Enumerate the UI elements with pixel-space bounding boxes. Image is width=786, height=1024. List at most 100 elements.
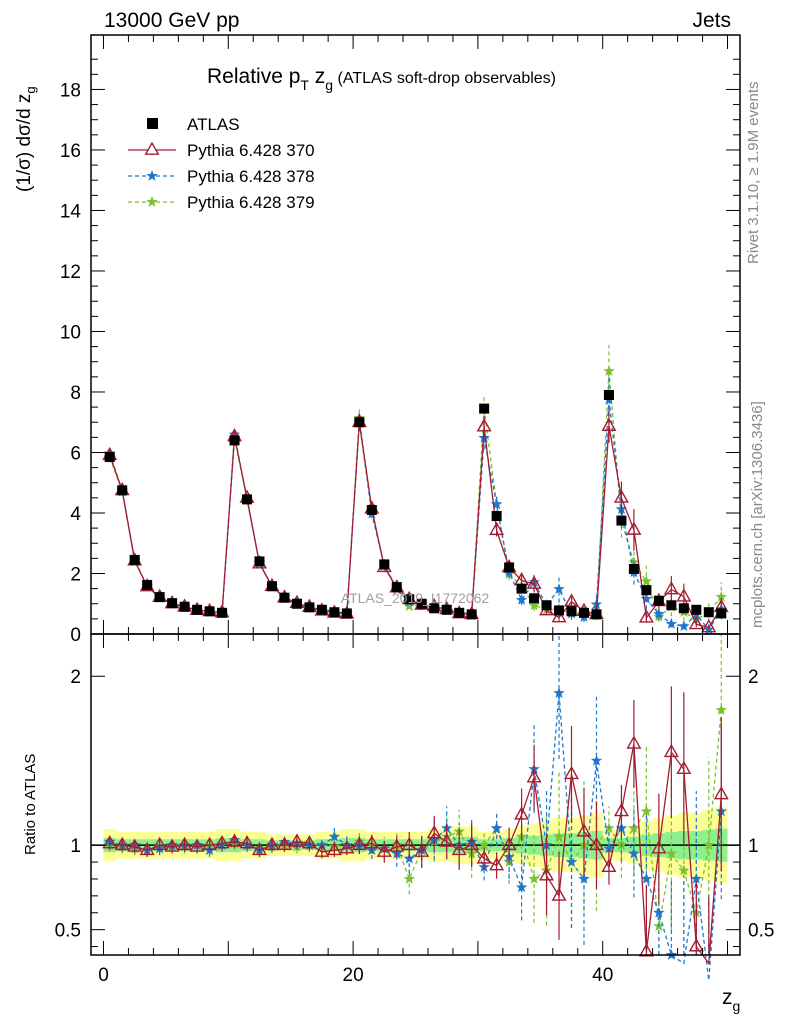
ratio-y-axis-label: Ratio to ATLAS xyxy=(22,753,39,855)
series-point xyxy=(653,608,665,619)
ratio-point xyxy=(364,835,380,849)
mcplots-info-label: mcplots.cern.ch [arXiv:1306.3436] xyxy=(749,401,766,628)
atlas-point xyxy=(578,607,589,618)
ratio-point xyxy=(515,881,528,893)
ratio-point xyxy=(653,906,665,918)
ratio-point xyxy=(152,836,168,851)
ratio-point xyxy=(464,836,480,851)
title-sub: T xyxy=(300,77,309,93)
series-point xyxy=(701,619,717,633)
atlas-point xyxy=(678,603,689,614)
ratio-point xyxy=(264,836,280,851)
ratio-point xyxy=(127,838,143,852)
series-line xyxy=(346,422,360,614)
ratio-line xyxy=(595,760,610,849)
series-point xyxy=(478,431,490,443)
ratio-point xyxy=(490,822,503,834)
ratio-point xyxy=(102,835,118,849)
ratio-point xyxy=(603,842,615,854)
atlas-point xyxy=(516,583,527,594)
y-tick-label: 4 xyxy=(70,504,81,525)
atlas-point xyxy=(341,608,352,619)
ratio-point xyxy=(663,743,679,758)
ratio-point xyxy=(177,836,193,851)
legend-label: Pythia 6.428 370 xyxy=(187,141,315,160)
legend-marker-atlas xyxy=(147,118,158,129)
ratio-point xyxy=(640,873,653,884)
ratio-point xyxy=(301,835,317,849)
legend-marker-star xyxy=(146,196,158,207)
ratio-point xyxy=(202,836,218,851)
y-tick-label: 0 xyxy=(70,625,81,646)
ratio-line xyxy=(359,830,473,881)
ratio-point xyxy=(514,806,530,820)
atlas-point xyxy=(541,600,552,611)
series-line xyxy=(595,426,610,615)
ratio-point xyxy=(690,873,702,884)
series-line xyxy=(595,371,610,615)
series-point xyxy=(715,591,727,602)
atlas-point xyxy=(441,604,452,615)
atlas-point xyxy=(703,607,714,618)
ratio-point xyxy=(578,873,590,884)
atlas-point xyxy=(641,585,652,596)
series-point xyxy=(551,609,567,623)
ratio-point xyxy=(276,836,292,851)
ratio-point xyxy=(613,802,629,817)
atlas-point xyxy=(566,606,577,617)
rivet-info-label: Rivet 3.1.10, ≥ 1.9M events xyxy=(745,81,762,265)
main-series-layer xyxy=(102,344,729,635)
ratio-tick-label-left: 2 xyxy=(70,667,81,688)
ratio-tick-label-right: 2 xyxy=(748,667,759,688)
ratio-point xyxy=(351,836,367,851)
ratio-point xyxy=(501,836,517,851)
ratio-point xyxy=(328,830,341,842)
atlas-point xyxy=(254,556,265,567)
atlas-point xyxy=(129,554,140,565)
ratio-frame xyxy=(90,633,741,956)
ratio-point xyxy=(564,765,580,780)
svg-text:Relative pT zg (ATLAS soft-dro: Relative pT zg (ATLAS soft-drop observab… xyxy=(207,65,556,93)
series-point xyxy=(613,489,629,503)
atlas-point xyxy=(628,563,639,574)
chart-title: Relative pT zg (ATLAS soft-drop observab… xyxy=(207,65,556,93)
ratio-line xyxy=(346,844,360,850)
ratio-point xyxy=(251,841,267,856)
series-line xyxy=(471,426,485,615)
ratio-point xyxy=(588,836,604,851)
atlas-point xyxy=(491,511,502,522)
atlas-point xyxy=(653,595,664,606)
ylabel-main: (1/σ) dσ/d z xyxy=(14,93,35,192)
ratio-point xyxy=(414,843,430,857)
ratio-point xyxy=(439,833,455,847)
atlas-point xyxy=(391,582,402,593)
series-point xyxy=(678,620,690,632)
ratio-point xyxy=(676,760,692,775)
ratio-line xyxy=(109,842,223,851)
ratio-point xyxy=(576,823,592,837)
plot-frames xyxy=(90,34,741,956)
series-line xyxy=(608,425,722,629)
y-tick-label: 10 xyxy=(60,322,81,343)
atlas-point xyxy=(167,598,178,609)
atlas-point xyxy=(716,608,727,619)
ratio-point xyxy=(339,840,355,854)
series-point xyxy=(626,521,642,535)
atlas-point xyxy=(366,504,377,515)
atlas-point xyxy=(466,609,477,620)
legend-label: Pythia 6.428 379 xyxy=(187,193,315,212)
ratio-line xyxy=(221,841,235,845)
ratio-tick-label-left: 1 xyxy=(70,836,81,857)
ratio-point xyxy=(528,873,540,884)
ratio-point xyxy=(139,841,155,856)
atlas-point xyxy=(217,607,228,618)
series-point xyxy=(490,498,503,510)
ratio-point xyxy=(376,843,392,857)
series-point xyxy=(515,594,528,605)
axis-ticks xyxy=(91,35,740,955)
atlas-point xyxy=(429,603,440,614)
series-point xyxy=(403,600,415,611)
title-sub2: g xyxy=(325,77,333,93)
header-left-label: 13000 GeV pp xyxy=(104,9,240,32)
